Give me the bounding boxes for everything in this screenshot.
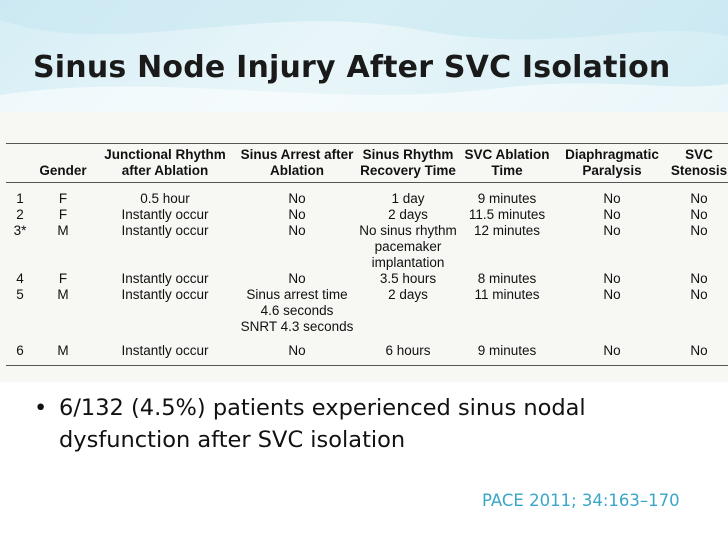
recovery-cell: 3.5 hours	[379, 271, 437, 286]
arrest-cell: No	[288, 207, 306, 222]
junctional-cell: Instantly occur	[121, 207, 209, 222]
recovery-cell: No sinus rhythm	[359, 223, 457, 238]
stenosis-cell: No	[670, 335, 728, 366]
paralysis-cell: No	[603, 287, 621, 302]
table-row-continuation: implantation	[6, 255, 728, 271]
header-cell-svc-stenosis: SVC Stenosis	[670, 143, 728, 183]
header-cell-ablation-time: SVC Ablation Time	[460, 143, 554, 183]
stenosis-cell: No	[690, 287, 708, 302]
row-number: 3*	[13, 223, 27, 238]
gender-cell: F	[58, 207, 68, 222]
slide-title: Sinus Node Injury After SVC Isolation	[33, 50, 671, 85]
recovery-cell: 6 hours	[356, 335, 460, 366]
gender-cell: F	[58, 271, 68, 286]
table-row-continuation: 4.6 seconds	[6, 303, 728, 319]
arrest-cell: 4.6 seconds	[260, 303, 334, 318]
stenosis-cell: No	[690, 223, 708, 238]
recovery-cell: pacemaker	[374, 239, 442, 254]
paralysis-cell: No	[603, 207, 621, 222]
table-row: 2 F Instantly occur No 2 days 11.5 minut…	[6, 207, 728, 223]
header-cell-diaphragmatic-paralysis: Diaphragmatic Paralysis	[554, 143, 670, 183]
table-row: 5 M Instantly occur Sinus arrest time 2 …	[6, 287, 728, 303]
header-cell-sinus-arrest: Sinus Arrest after Ablation	[238, 143, 356, 183]
table-row: 3* M Instantly occur No No sinus rhythm …	[6, 223, 728, 239]
row-number: 4	[16, 271, 24, 286]
citation: PACE 2011; 34:163–170	[482, 491, 680, 510]
stenosis-cell: No	[690, 191, 708, 206]
header-wave-decoration	[0, 0, 728, 112]
arrest-cell: No	[288, 191, 306, 206]
header-cell-index	[6, 143, 34, 183]
ablation-time-cell: 11 minutes	[474, 287, 540, 302]
paralysis-cell: No	[603, 271, 621, 286]
paralysis-cell: No	[554, 335, 670, 366]
junctional-cell: Instantly occur	[121, 287, 209, 302]
ablation-time-cell: 11.5 minutes	[468, 207, 546, 222]
row-number: 6	[6, 335, 34, 366]
bullet-marker: •	[34, 395, 48, 421]
results-table: Gender Junctional Rhythm after Ablation …	[6, 143, 728, 366]
gender-cell: M	[34, 335, 92, 366]
stenosis-cell: No	[690, 271, 708, 286]
header-cell-gender: Gender	[34, 143, 92, 183]
table-header-row: Gender Junctional Rhythm after Ablation …	[6, 143, 728, 183]
arrest-cell: Sinus arrest time	[246, 287, 348, 302]
junctional-cell: 0.5 hour	[140, 191, 190, 206]
table-row-continuation: SNRT 4.3 seconds	[6, 319, 728, 335]
arrest-cell: SNRT 4.3 seconds	[240, 319, 354, 334]
row-number: 1	[16, 191, 24, 206]
gender-cell: M	[57, 223, 69, 238]
ablation-time-cell: 9 minutes	[460, 335, 554, 366]
recovery-cell: 1 day	[391, 191, 425, 206]
ablation-time-cell: 8 minutes	[477, 271, 537, 286]
stenosis-cell: No	[690, 207, 708, 222]
table-row: 4 F Instantly occur No 3.5 hours 8 minut…	[6, 271, 728, 287]
table-row-continuation: pacemaker	[6, 239, 728, 255]
junctional-cell: Instantly occur	[92, 335, 238, 366]
gender-cell: M	[57, 287, 69, 302]
ablation-time-cell: 12 minutes	[473, 223, 541, 238]
bullet-text: 6/132 (4.5%) patients experienced sinus …	[59, 395, 586, 453]
paralysis-cell: No	[603, 223, 621, 238]
paralysis-cell: No	[603, 191, 621, 206]
row-number: 2	[16, 207, 24, 222]
recovery-cell: 2 days	[388, 287, 428, 302]
table-row: 1 F 0.5 hour No 1 day 9 minutes No No	[6, 183, 728, 208]
junctional-cell: Instantly occur	[121, 271, 209, 286]
header-cell-recovery-time: Sinus Rhythm Recovery Time	[356, 143, 460, 183]
arrest-cell: No	[238, 335, 356, 366]
junctional-cell: Instantly occur	[121, 223, 209, 238]
row-number: 5	[16, 287, 24, 302]
ablation-time-cell: 9 minutes	[477, 191, 537, 206]
recovery-cell: implantation	[371, 255, 445, 270]
arrest-cell: No	[288, 271, 306, 286]
table-row: 6 M Instantly occur No 6 hours 9 minutes…	[6, 335, 728, 366]
gender-cell: F	[58, 191, 68, 206]
arrest-cell: No	[288, 223, 306, 238]
recovery-cell: 2 days	[388, 207, 428, 222]
header-cell-junctional-rhythm: Junctional Rhythm after Ablation	[92, 143, 238, 183]
